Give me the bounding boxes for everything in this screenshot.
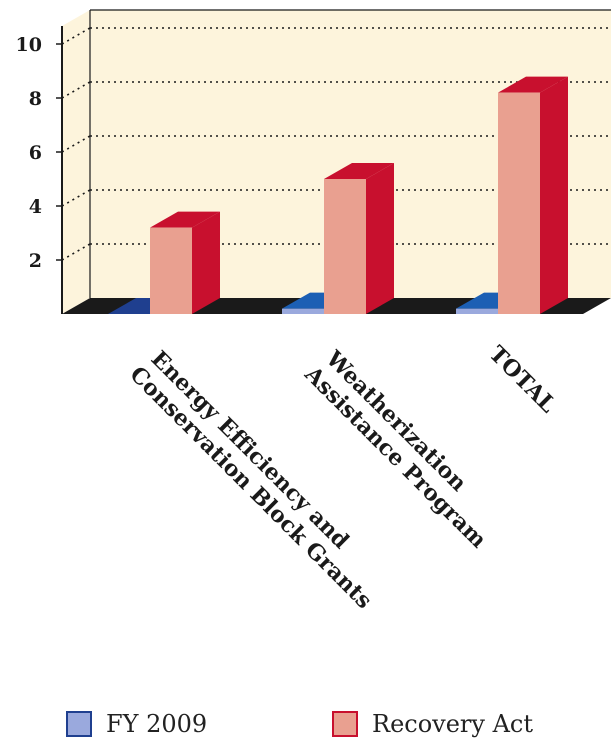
category-label-3-line-1: TOTAL <box>484 341 561 418</box>
recovery-act-bar-1-front <box>150 227 192 314</box>
recovery-act-bar-2-side <box>366 163 394 314</box>
y-tick-label-10: 10 <box>16 34 42 56</box>
recovery-act-bar-1-side <box>192 211 220 314</box>
fy2009-bar-3-front <box>456 308 498 314</box>
y-tick-label-4: 4 <box>29 196 42 218</box>
y-tick-label-6: 6 <box>29 142 42 164</box>
recovery-act-bar-2-front <box>324 179 366 314</box>
y-tick-label-2: 2 <box>29 250 42 272</box>
legend-swatch-recovery-act <box>332 711 358 737</box>
y-tick-label-8: 8 <box>29 88 42 110</box>
category-label-3: TOTAL <box>484 341 561 418</box>
legend-recovery-act: Recovery Act <box>332 706 533 742</box>
legend-label-recovery-act: Recovery Act <box>372 710 534 738</box>
recovery-act-bar-3-top <box>498 76 568 93</box>
legend-label-fy2009: FY 2009 <box>106 710 208 738</box>
legend-swatch-fy2009 <box>66 711 92 737</box>
recovery-act-bar-2-top <box>324 163 394 179</box>
recovery-act-bar-3-front <box>498 92 540 314</box>
recovery-act-bar-1-top <box>150 211 220 228</box>
recovery-act-bar-2 <box>324 163 394 314</box>
recovery-act-bar-3-side <box>540 76 568 314</box>
legend-fy2009: FY 2009 <box>66 706 207 742</box>
recovery-act-bar-1 <box>150 211 220 314</box>
recovery-act-bar-3 <box>498 76 568 314</box>
fy2009-bar-2-front <box>282 308 324 314</box>
chart-side-wall <box>62 10 90 314</box>
